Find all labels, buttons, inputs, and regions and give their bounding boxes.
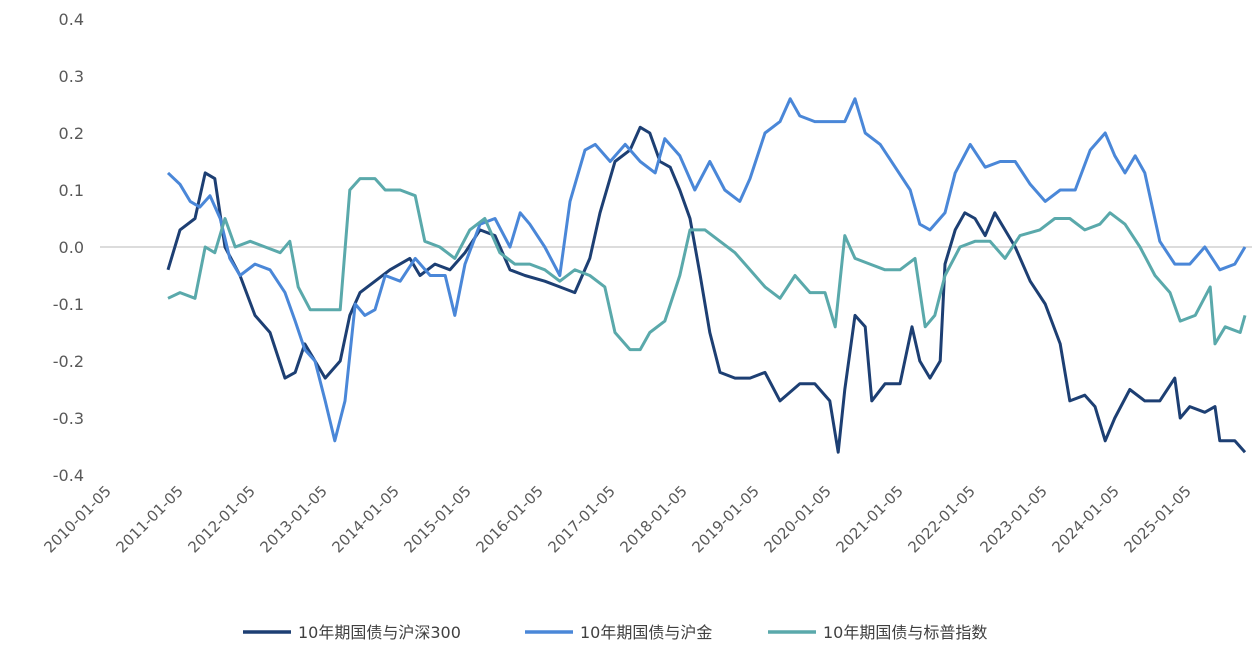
y-axis: 0.4 0.3 0.2 0.1 0.0 -0.1 -0.2 -0.3 -0.4: [53, 10, 84, 485]
x-tick-label: 2021-01-05: [832, 482, 906, 556]
x-tick-label: 2010-01-05: [40, 482, 114, 556]
x-tick-label: 2015-01-05: [400, 482, 474, 556]
x-tick-label: 2017-01-05: [544, 482, 618, 556]
x-tick-label: 2024-01-05: [1048, 482, 1122, 556]
legend-label-3: 10年期国债与标普指数: [823, 623, 987, 642]
series-lines: [166, 97, 1247, 454]
x-tick-label: 2016-01-05: [472, 482, 546, 556]
series-line-2: [166, 97, 1247, 443]
x-tick-label: 2011-01-05: [112, 482, 186, 556]
series-line-3: [167, 177, 1247, 352]
x-axis: 2010-01-052011-01-052012-01-052013-01-05…: [40, 482, 1194, 556]
legend-label-1: 10年期国债与沪深300: [298, 623, 461, 642]
x-tick-label: 2023-01-05: [976, 482, 1050, 556]
y-tick-label: -0.1: [53, 295, 84, 314]
series-line-1: [166, 125, 1247, 454]
x-tick-label: 2019-01-05: [688, 482, 762, 556]
y-tick-label: -0.3: [53, 409, 84, 428]
x-tick-label: 2022-01-05: [904, 482, 978, 556]
y-tick-label: 0.3: [59, 67, 84, 86]
y-tick-label: 0.0: [59, 238, 84, 257]
y-tick-label: 0.4: [59, 10, 84, 29]
y-tick-label: -0.2: [53, 352, 84, 371]
x-tick-label: 2014-01-05: [328, 482, 402, 556]
x-tick-label: 2020-01-05: [760, 482, 834, 556]
legend: 10年期国债与沪深300 10年期国债与沪金 10年期国债与标普指数: [243, 623, 987, 642]
x-tick-label: 2012-01-05: [184, 482, 258, 556]
y-tick-label: -0.4: [53, 466, 84, 485]
x-tick-label: 2013-01-05: [256, 482, 330, 556]
legend-label-2: 10年期国债与沪金: [580, 623, 712, 642]
y-tick-label: 0.2: [59, 124, 84, 143]
x-tick-label: 2018-01-05: [616, 482, 690, 556]
y-tick-label: 0.1: [59, 181, 84, 200]
x-tick-label: 2025-01-05: [1120, 482, 1194, 556]
